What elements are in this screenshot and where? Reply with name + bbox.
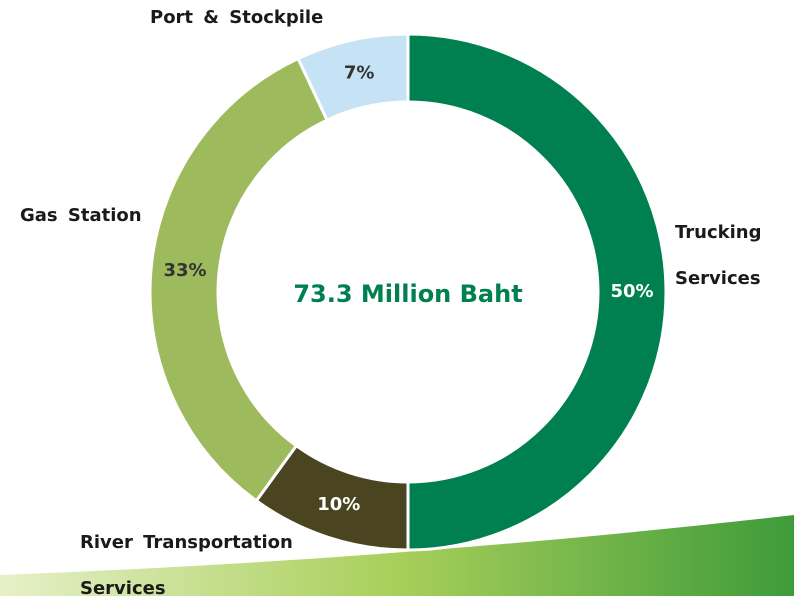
donut-slice	[406, 32, 668, 552]
label: River Transportation Services	[80, 532, 293, 596]
label: Port & Stockpile	[150, 7, 324, 28]
value-label: 50%	[610, 281, 653, 302]
value-label: 33%	[163, 260, 206, 281]
label: Trucking Services	[675, 222, 762, 289]
decor-swoosh	[0, 515, 794, 596]
value-label: 7%	[344, 62, 375, 83]
donut-slice	[148, 56, 330, 503]
value-label: 10%	[317, 494, 360, 515]
center-title: 73.3 Million Baht	[293, 280, 522, 308]
donut-slice	[296, 32, 410, 123]
label: Gas Station	[20, 205, 142, 226]
